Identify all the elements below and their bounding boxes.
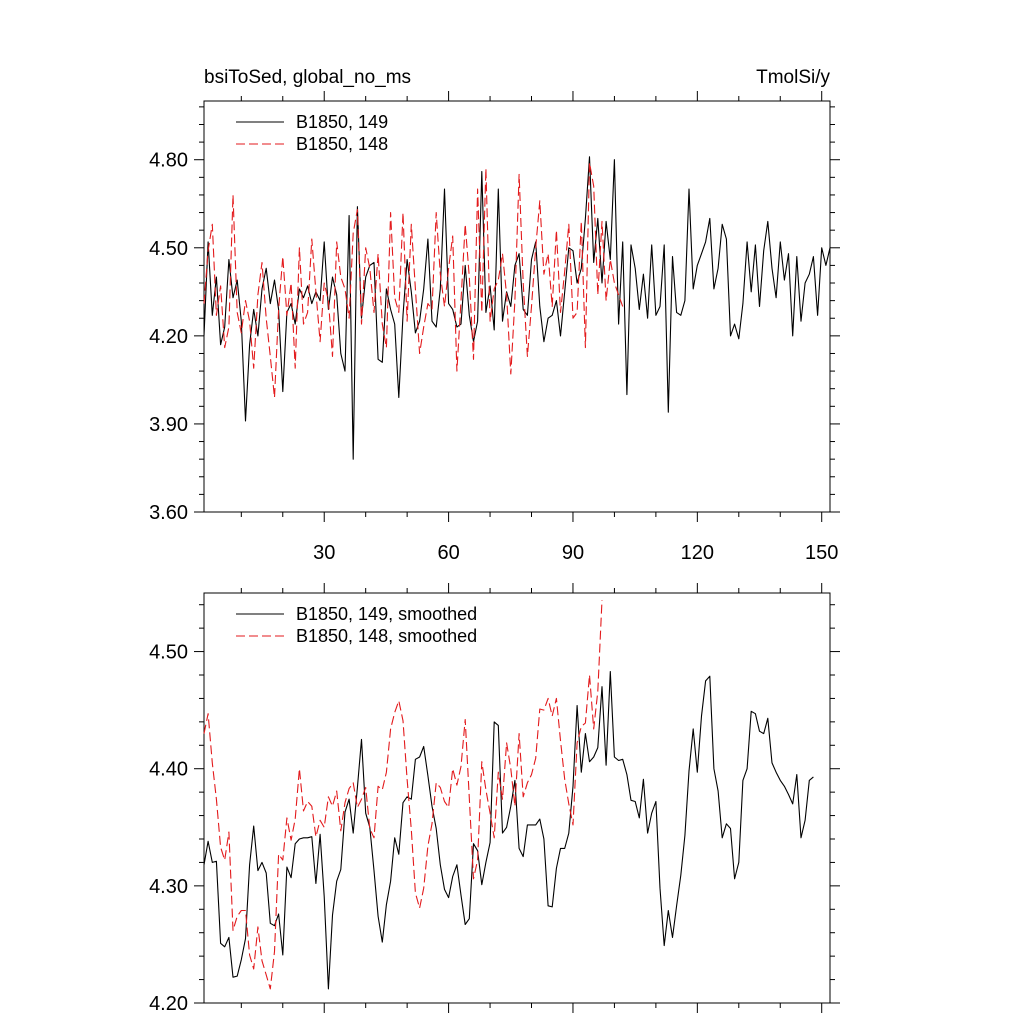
header-right-label: TmolSi/y — [756, 67, 830, 88]
legend-label: B1850, 149 — [296, 112, 388, 132]
y-tick-label: 3.60 — [149, 502, 188, 524]
plot-frame — [203, 100, 831, 513]
x-tick-label: 60 — [437, 542, 459, 564]
y-tick-label: 3.90 — [149, 414, 188, 436]
plot-frame — [203, 592, 831, 1004]
x-tick-label: 150 — [805, 542, 838, 564]
x-tick-label: 30 — [313, 542, 335, 564]
series-line-run-149 — [203, 156, 831, 460]
x-tick-label: 120 — [681, 542, 714, 564]
y-tick-label: 4.30 — [149, 876, 188, 898]
y-tick-label: 4.50 — [149, 238, 188, 260]
y-tick-label: 4.20 — [149, 326, 188, 348]
x-tick-label: 90 — [562, 542, 584, 564]
y-tick-label: 4.80 — [149, 150, 188, 172]
header-left-label: bsiToSed, global_no_ms — [204, 67, 411, 88]
bottom-panel: 4.20 4.30 4.40 4.50 B1850, 149, smoothedB185… — [149, 583, 840, 1015]
legend-label: B1850, 148 — [296, 134, 388, 154]
y-tick-label: 4.20 — [149, 993, 188, 1015]
y-tick-label: 4.40 — [149, 759, 188, 781]
legend-label: B1850, 148, smoothed — [296, 626, 477, 646]
series-line-run-149 — [203, 670, 814, 990]
y-tick-label: 4.50 — [149, 642, 188, 664]
top-panel: 3.60 3.90 4.20 4.50 4.80 30 60 90 120 150 B1850, 1… — [149, 91, 840, 564]
legend-label: B1850, 149, smoothed — [296, 604, 477, 624]
series-line-run-148 — [203, 599, 603, 990]
series-line-run-148 — [203, 162, 624, 399]
